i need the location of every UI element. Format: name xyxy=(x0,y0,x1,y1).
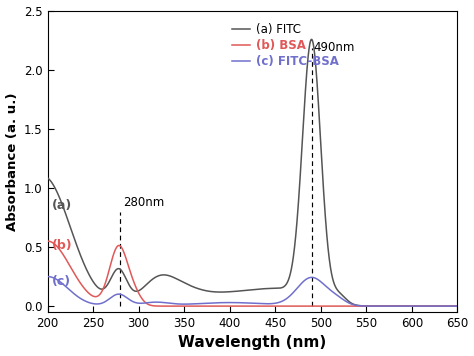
Text: 490nm: 490nm xyxy=(313,41,355,54)
Text: (a): (a) xyxy=(52,199,73,212)
Y-axis label: Absorbance (a. u.): Absorbance (a. u.) xyxy=(6,92,18,231)
Text: 280nm: 280nm xyxy=(123,196,164,209)
Text: (c): (c) xyxy=(52,275,71,288)
X-axis label: Wavelength (nm): Wavelength (nm) xyxy=(178,335,327,350)
Legend: (a) FITC, (b) BSA, (c) FITC-BSA: (a) FITC, (b) BSA, (c) FITC-BSA xyxy=(228,20,342,72)
Text: (b): (b) xyxy=(52,239,73,252)
